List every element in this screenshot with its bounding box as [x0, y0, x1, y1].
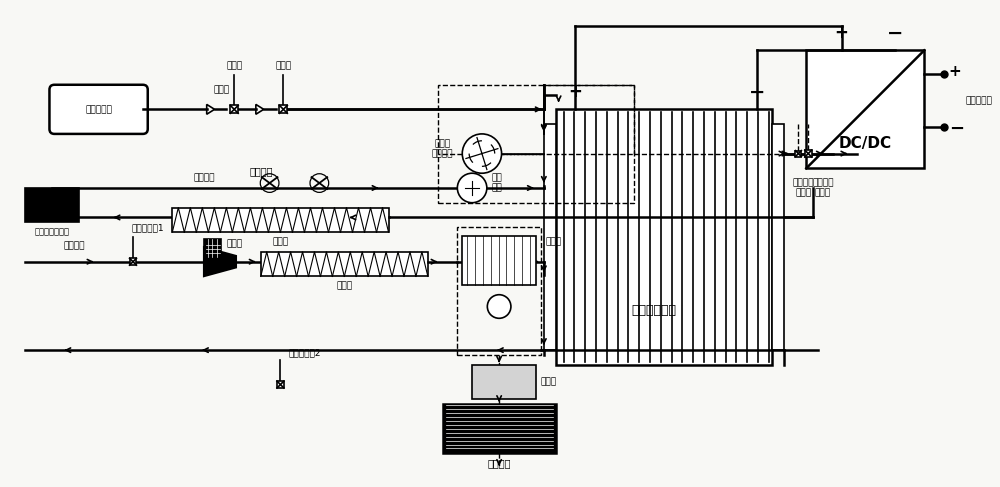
- Polygon shape: [204, 247, 236, 277]
- Bar: [472, 365, 536, 399]
- Text: +: +: [568, 83, 582, 101]
- Bar: [204, 239, 221, 257]
- Circle shape: [462, 134, 502, 173]
- Bar: [25, 188, 79, 223]
- Text: 冷凝器: 冷凝器: [541, 377, 557, 387]
- Bar: [795, 150, 801, 156]
- Bar: [544, 124, 556, 350]
- Bar: [443, 404, 556, 453]
- Text: 增湿器: 增湿器: [546, 238, 562, 246]
- Text: 冷却系统: 冷却系统: [249, 166, 273, 176]
- Bar: [462, 236, 536, 285]
- Text: 电磁阀: 电磁阀: [226, 61, 242, 70]
- Text: 氢气尾排
电磁阀: 氢气尾排 电磁阀: [793, 178, 814, 198]
- Text: 电子
水泵: 电子 水泵: [491, 173, 502, 193]
- Text: 散热器: 散热器: [272, 237, 288, 246]
- Bar: [772, 124, 784, 350]
- Text: 散热器: 散热器: [336, 281, 352, 290]
- Bar: [130, 258, 136, 265]
- Text: 燃料电池电堆: 燃料电池电堆: [631, 304, 676, 318]
- Text: −: −: [887, 23, 903, 42]
- Circle shape: [487, 295, 511, 318]
- Bar: [279, 105, 287, 113]
- Text: 氢气再
循环装置: 氢气再 循环装置: [432, 139, 453, 158]
- Bar: [277, 381, 284, 388]
- Text: DC/DC: DC/DC: [839, 136, 892, 151]
- Text: 增湿系统: 增湿系统: [487, 458, 511, 468]
- Text: +: +: [835, 24, 849, 42]
- Text: 氢气尾排
电磁阀: 氢气尾排 电磁阀: [812, 178, 834, 198]
- Bar: [556, 110, 772, 365]
- Text: 减压鄀: 减压鄀: [213, 85, 229, 94]
- Text: 冷却水补给水笱: 冷却水补给水笱: [34, 227, 69, 236]
- Bar: [230, 105, 238, 113]
- Text: 输出到负载: 输出到负载: [966, 96, 992, 105]
- Text: +: +: [949, 63, 962, 78]
- Bar: [806, 50, 924, 169]
- Text: 空气系统: 空气系统: [63, 241, 85, 250]
- Bar: [261, 252, 428, 277]
- Bar: [457, 227, 541, 355]
- Text: 高压氢气瓶: 高压氢气瓶: [85, 105, 112, 114]
- FancyBboxPatch shape: [49, 85, 148, 134]
- Text: 电磁阀: 电磁阀: [275, 61, 291, 70]
- Text: 散热风扇: 散热风扇: [194, 174, 215, 183]
- Bar: [805, 150, 812, 157]
- Text: 流量控制镀2: 流量控制镀2: [289, 348, 321, 357]
- Bar: [438, 85, 634, 203]
- Text: 空压机: 空压机: [226, 240, 242, 248]
- Text: −: −: [749, 82, 765, 101]
- Text: 流量控制镀1: 流量控制镀1: [131, 223, 164, 232]
- Text: −: −: [949, 120, 964, 138]
- Circle shape: [457, 173, 487, 203]
- Bar: [172, 207, 389, 232]
